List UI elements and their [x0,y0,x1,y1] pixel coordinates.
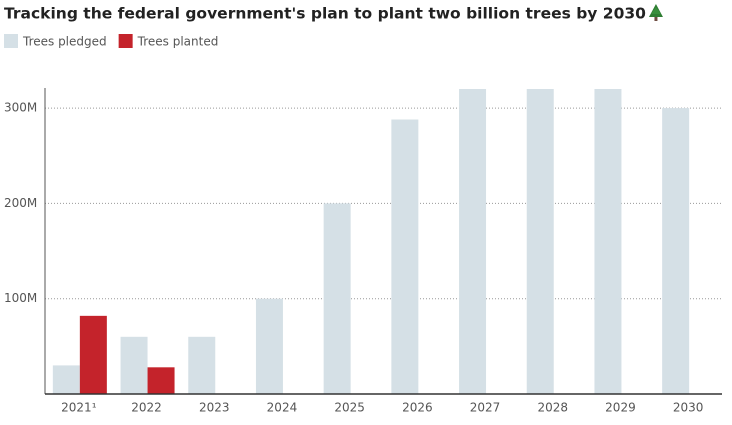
x-tick-label: 2029 [605,401,636,415]
tree-icon [648,4,663,21]
chart-title: Tracking the federal government's plan t… [4,5,646,23]
x-tick-label: 2024 [267,401,298,415]
bar [255,298,283,394]
x-tick-label: 2028 [537,401,568,415]
bar [459,89,487,394]
y-tick-label: 100M [4,291,37,305]
bar [147,367,175,394]
x-tick-label: 2022 [131,401,162,415]
y-tick-label: 200M [4,196,37,210]
x-tick-label: 2025 [334,401,365,415]
bar [52,365,80,394]
bar [323,203,351,394]
x-tick-label: 2030 [673,401,704,415]
bar [594,89,622,394]
bar [188,336,216,394]
x-tick-label: 2026 [402,401,433,415]
bar [391,119,419,394]
legend-swatch [118,34,133,48]
bar [662,108,690,394]
bar [120,336,148,394]
x-tick-label: 2027 [470,401,501,415]
legend-label: Trees planted [137,35,219,49]
legend-label: Trees pledged [22,35,107,49]
y-tick-label: 300M [4,101,37,115]
x-tick-label: 2023 [199,401,230,415]
bar [79,315,107,394]
x-tick-label: 2021¹ [61,401,97,415]
legend-swatch [4,34,18,48]
bar [526,89,554,394]
